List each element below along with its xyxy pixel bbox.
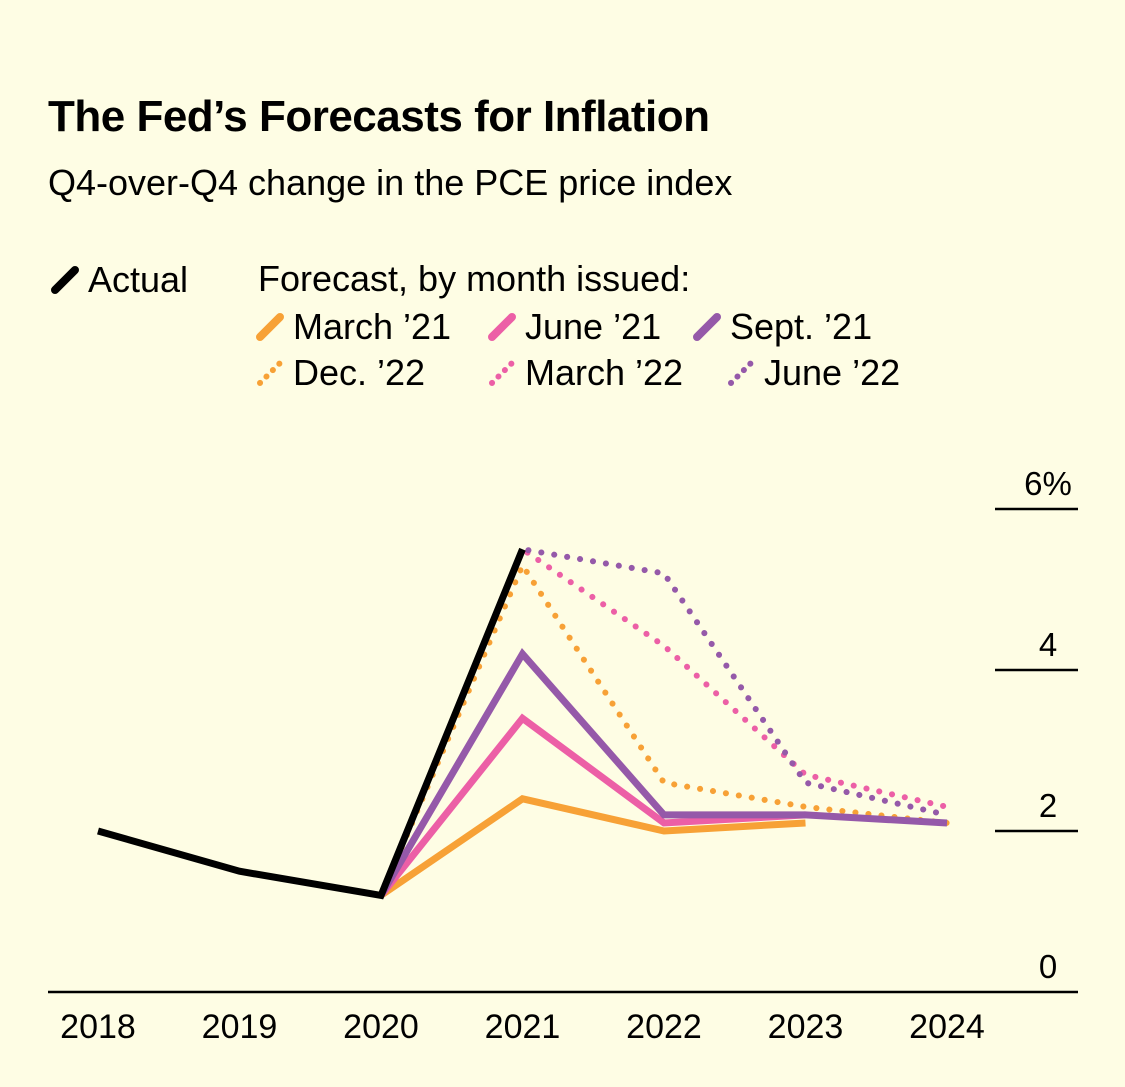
legend-march-22-label: March ’22 [525,352,684,393]
series-line-sept-21 [377,647,948,898]
legend-dec-22: Dec. ’22 [255,355,425,391]
x-tick-label-2021: 2021 [485,1008,561,1046]
series-line-march-22 [378,546,950,899]
chart-title: The Fed’s Forecasts for Inflation [48,92,710,141]
legend-march-21-swatch [256,313,284,341]
legend-june-21: June ’21 [487,309,661,345]
legend-june-21-swatch [488,313,516,341]
series-line-june-22 [378,546,950,899]
legend-heading: Forecast, by month issued: [258,258,691,299]
legend-june-21-label: June ’21 [525,306,662,347]
y-tick-label-6: 6% [1024,465,1072,502]
x-tick-label-2018: 2018 [60,1008,136,1046]
legend-sept-21-swatch [693,313,721,341]
legend-march-22: March ’22 [487,355,683,391]
y-tick-label-0: 0 [1039,948,1057,985]
x-tick-label-2022: 2022 [626,1008,702,1046]
series-line-june-21 [378,713,806,898]
legend-sept-21-label: Sept. ’21 [730,306,873,347]
legend-actual: Actual [50,262,188,298]
legend-march-21-label: March ’21 [293,306,452,347]
series-line-actual [97,547,526,900]
series-line-march-21 [379,795,806,899]
legend-actual-swatch [51,266,79,294]
chart-subtitle: Q4-over-Q4 change in the PCE price index [48,162,733,203]
x-tick-label-2023: 2023 [768,1008,844,1046]
legend-sept-21: Sept. ’21 [692,309,872,345]
legend-march-21: March ’21 [255,309,451,345]
x-tick-label-2024: 2024 [909,1008,985,1046]
series-line-dec-22 [378,562,950,899]
y-tick-label-2: 2 [1039,787,1057,824]
x-tick-label-2020: 2020 [343,1008,419,1046]
x-tick-label-2019: 2019 [202,1008,278,1046]
legend-actual-label: Actual [88,259,189,300]
legend-dec-22-label: Dec. ’22 [293,352,426,393]
legend-june-22-label: June ’22 [764,352,901,393]
y-tick-label-4: 4 [1039,626,1057,663]
legend-june-22: June ’22 [726,355,900,391]
